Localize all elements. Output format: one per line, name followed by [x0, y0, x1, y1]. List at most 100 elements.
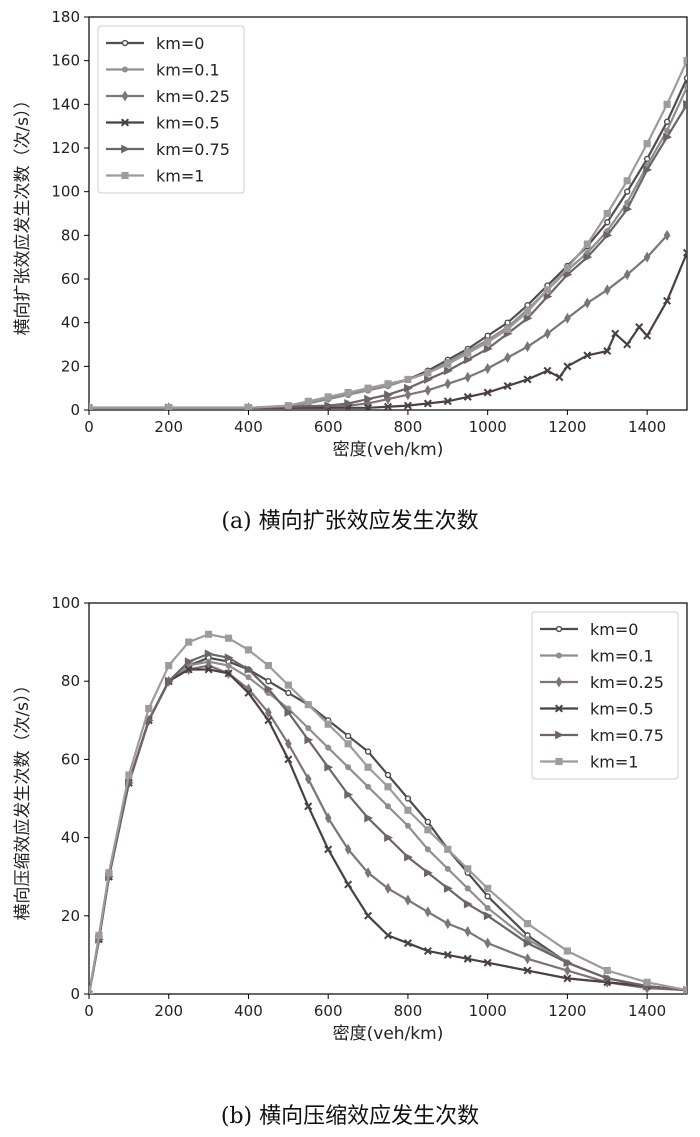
legend: km=0 km=0.1 km=0.25 km=0.5 km=0.75 km=1 [97, 25, 245, 194]
data-point [611, 329, 620, 338]
data-point [643, 140, 651, 148]
data-point [444, 378, 452, 390]
data-point [404, 375, 412, 384]
series-km-0-75 [89, 649, 687, 994]
data-point [563, 264, 571, 272]
data-point [364, 813, 374, 823]
data-point [623, 177, 631, 185]
y-tick-label: 60 [61, 750, 80, 768]
y-tick-label: 180 [51, 8, 80, 26]
data-point [504, 352, 511, 364]
plot-frame [88, 602, 688, 995]
data-point [484, 937, 491, 949]
data-point [504, 325, 512, 333]
data-point [225, 662, 232, 669]
x-tick-label: 200 [154, 1002, 183, 1020]
data-point [564, 965, 571, 977]
data-point [384, 771, 392, 779]
data-point [244, 646, 253, 654]
legend-item: km=0.1 [106, 61, 220, 80]
data-point [403, 939, 412, 948]
y-tick-label: 20 [61, 907, 80, 925]
y-axis-label: 横向压缩效应发生次数（次/s）） [13, 676, 33, 920]
data-point [483, 911, 493, 921]
data-point [404, 795, 412, 802]
y-tick-label: 0 [70, 985, 80, 1003]
y-tick-label: 120 [51, 139, 80, 157]
legend-item: km=0.1 [540, 647, 654, 666]
data-point [265, 678, 272, 685]
data-point [683, 83, 687, 90]
data-point [623, 269, 631, 281]
data-point [224, 653, 234, 663]
data-point [484, 363, 491, 375]
data-point [464, 371, 472, 383]
legend-marker [554, 704, 564, 713]
data-point [204, 649, 214, 659]
legend: km=0 km=0.1 km=0.25 km=0.5 km=0.75 km=1 [531, 611, 679, 780]
legend-marker [121, 39, 129, 47]
data-point [583, 240, 591, 248]
data-point [344, 843, 352, 855]
data-point [683, 986, 687, 994]
data-point [443, 884, 453, 893]
x-tick-label: 1000 [469, 418, 507, 436]
data-point [304, 773, 312, 785]
data-point [464, 865, 472, 873]
data-point [484, 884, 492, 893]
x-tick-label: 1200 [548, 1002, 586, 1020]
y-tick-label: 140 [51, 95, 80, 113]
data-point [184, 657, 194, 667]
data-point [663, 229, 671, 241]
data-point [404, 894, 412, 906]
x-tick-label: 400 [234, 418, 263, 436]
legend-marker [555, 625, 563, 633]
data-point [404, 852, 413, 862]
data-point [184, 665, 193, 674]
legend-label: km=0 [590, 620, 638, 639]
data-point [563, 362, 572, 371]
data-point [284, 708, 294, 717]
data-point [164, 676, 174, 686]
data-point [604, 219, 611, 226]
legend-label: km=0 [156, 34, 204, 53]
data-point [344, 790, 354, 799]
data-point [304, 701, 312, 709]
data-point [364, 403, 373, 410]
legend-marker [555, 757, 563, 766]
data-point [324, 762, 334, 772]
data-point [424, 868, 433, 878]
data-point [324, 812, 332, 824]
data-point [245, 683, 252, 695]
data-point [663, 100, 671, 108]
data-point [244, 404, 253, 410]
data-point [563, 958, 573, 968]
y-tick-label: 20 [61, 357, 80, 375]
data-point [444, 360, 452, 368]
legend-label: km=0.5 [156, 114, 220, 133]
legend-label: km=0.75 [590, 726, 664, 745]
data-point [444, 918, 452, 930]
data-point [403, 401, 412, 410]
y-tick-label: 40 [61, 314, 80, 332]
data-point [89, 404, 93, 410]
y-tick-label: 80 [61, 226, 80, 244]
caption-b: (b) 横向压缩效应发生次数 [220, 1104, 480, 1129]
data-point [623, 204, 633, 214]
data-point [563, 974, 572, 983]
y-axis-label: 横向扩张效应发生次数（次/s）） [13, 91, 33, 335]
data-point [443, 950, 452, 959]
data-point [463, 954, 472, 963]
series-km-1 [89, 57, 687, 410]
data-point [105, 869, 113, 877]
data-point [603, 209, 611, 218]
data-point [463, 392, 472, 401]
y-tick-label: 160 [51, 52, 80, 70]
data-point [603, 230, 613, 240]
data-point [543, 292, 553, 301]
data-point [483, 388, 492, 397]
x-tick-label: 400 [234, 1002, 263, 1020]
legend-item: km=0.5 [106, 114, 220, 133]
data-point [364, 394, 374, 404]
data-point [603, 966, 611, 975]
